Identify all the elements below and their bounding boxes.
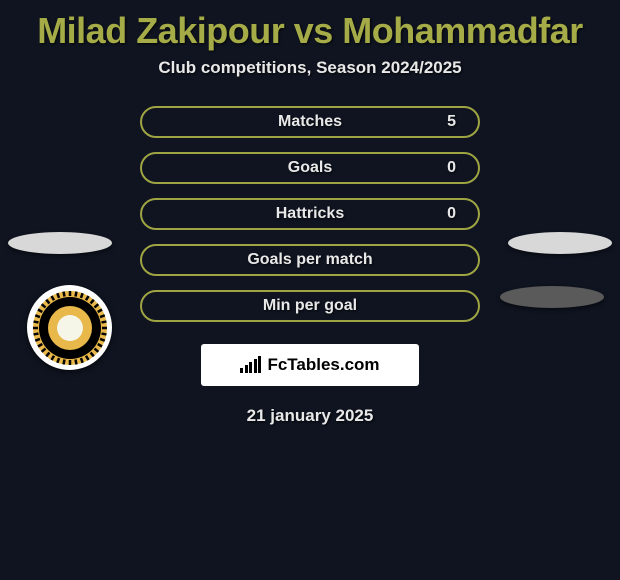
- stat-row: Hattricks 0: [140, 198, 480, 230]
- logo-text-com: .com: [340, 355, 380, 374]
- stat-row: Goals 0: [140, 152, 480, 184]
- subtitle: Club competitions, Season 2024/2025: [0, 58, 620, 78]
- player-ellipse-left: [8, 232, 112, 254]
- stat-row: Min per goal: [140, 290, 480, 322]
- bars-icon: [240, 357, 261, 373]
- stat-row: Goals per match: [140, 244, 480, 276]
- player-ellipse-right-2: [500, 286, 604, 308]
- stat-label: Min per goal: [263, 297, 357, 315]
- stat-row: Matches 5: [140, 106, 480, 138]
- logo-text: FcTables.com: [267, 355, 379, 375]
- stat-label: Matches: [278, 113, 342, 131]
- club-badge: [27, 285, 112, 370]
- fctables-logo: FcTables.com: [201, 344, 419, 386]
- stat-label: Goals: [288, 159, 332, 177]
- stat-value: 5: [447, 113, 456, 131]
- club-badge-icon: [31, 289, 109, 367]
- stats-list: Matches 5 Goals 0 Hattricks 0 Goals per match M…: [140, 106, 480, 322]
- player-ellipse-right-1: [508, 232, 612, 254]
- stat-label: Hattricks: [276, 205, 344, 223]
- logo-text-tables: Tables: [287, 355, 340, 374]
- stat-label: Goals per match: [247, 251, 372, 269]
- stat-value: 0: [447, 159, 456, 177]
- logo-text-fc: Fc: [267, 355, 287, 374]
- date: 21 january 2025: [0, 406, 620, 426]
- comparison-container: Matches 5 Goals 0 Hattricks 0 Goals per match M…: [0, 106, 620, 426]
- page-title: Milad Zakipour vs Mohammadfar: [0, 0, 620, 58]
- stat-value: 0: [447, 205, 456, 223]
